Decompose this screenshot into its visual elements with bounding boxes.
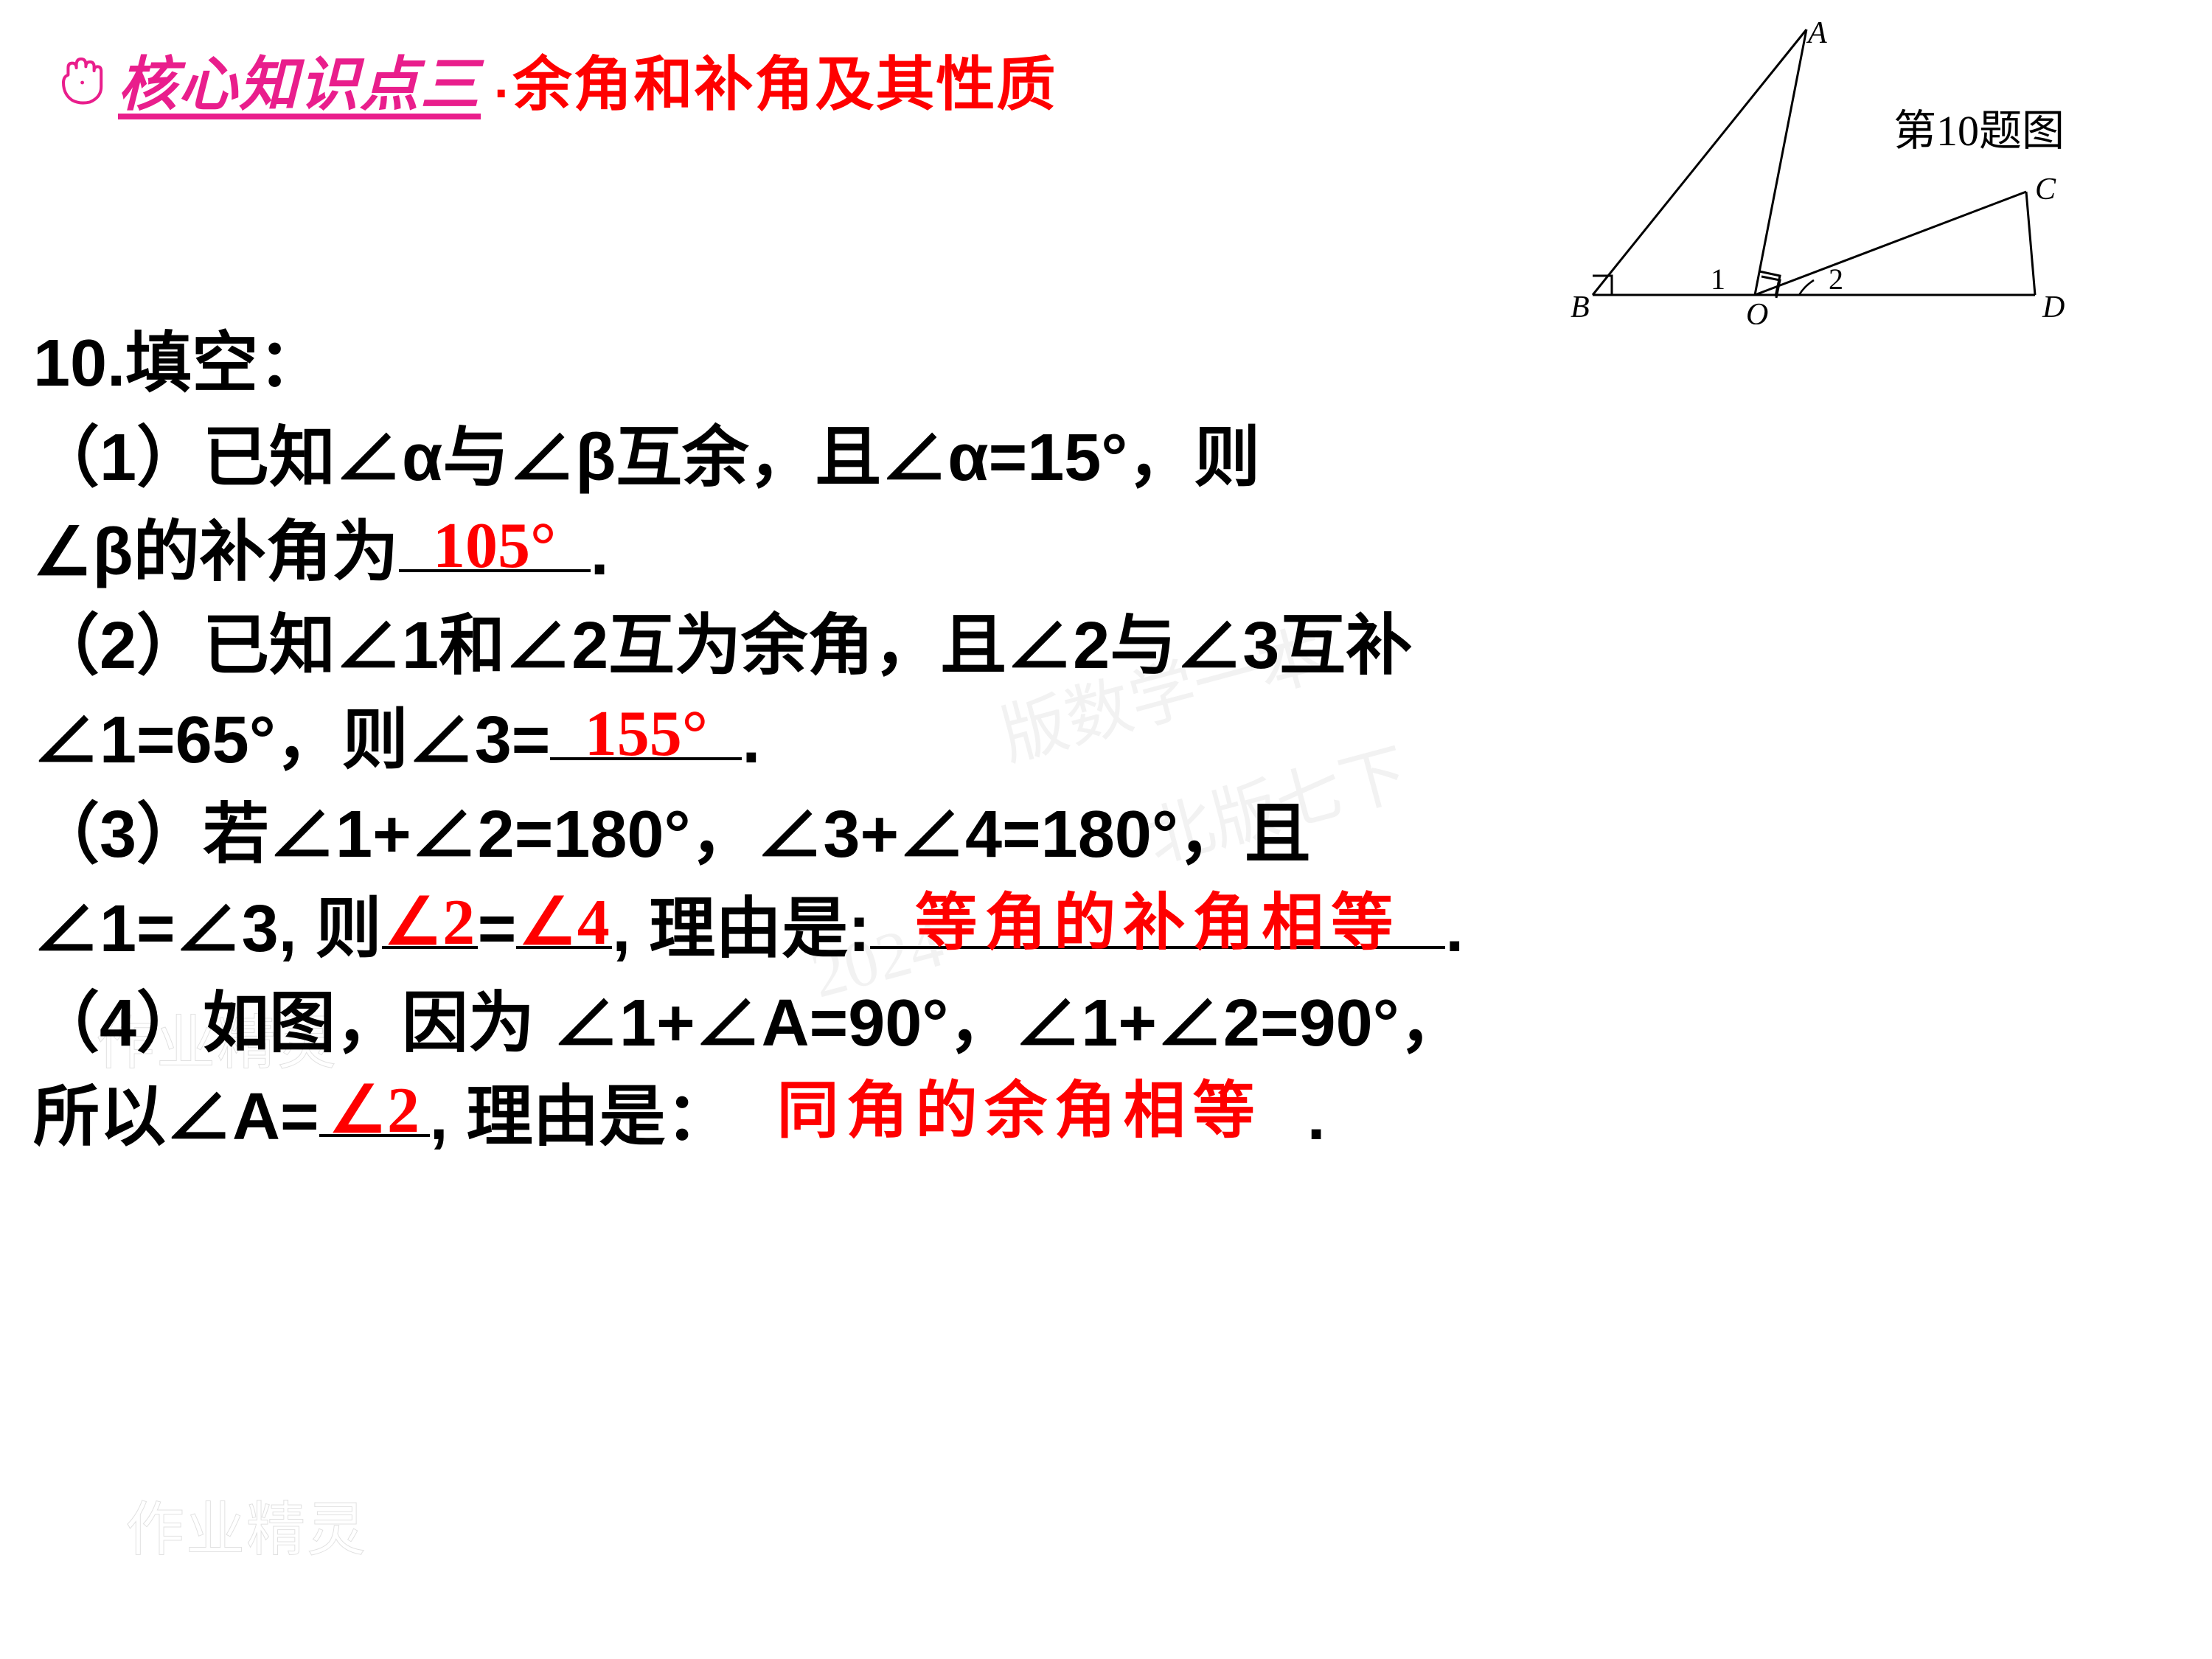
- p3-line1: （3）若∠1+∠2=180°，∠3+∠4=180°，且: [33, 788, 2179, 883]
- label-C: C: [2035, 173, 2056, 206]
- p3-post: .: [1445, 892, 1464, 966]
- p3-pre: ∠1=∠3, 则: [33, 892, 382, 966]
- p3-blank-b: ∠4: [516, 883, 612, 949]
- p3-blank-a: ∠2: [382, 883, 478, 949]
- separator-dot: .: [494, 50, 508, 109]
- p1-blank: 105°: [399, 506, 591, 572]
- p4-mid: , 理由是：: [430, 1080, 732, 1154]
- section-topic: 余角和补角及其性质: [512, 37, 1057, 122]
- p2-blank: 155°: [550, 694, 742, 760]
- geometry-diagram: A B C D O 1 2: [1563, 22, 2079, 324]
- watermark-outline: 作业精灵: [125, 1482, 367, 1568]
- p4-line1: （4）如图，因为 ∠1+∠A=90°，∠1+∠2=90°，: [33, 977, 2179, 1071]
- label-A: A: [1806, 22, 1827, 50]
- p4-ans: ∠2: [329, 1075, 420, 1147]
- p3-ans-b: ∠4: [519, 887, 610, 959]
- p1-pre: ∠β的补角为: [33, 515, 399, 589]
- p4-reason-wrap: 同角的余角相等: [732, 1071, 1307, 1137]
- p2-post: .: [742, 703, 760, 777]
- question-body: 10.填空： （1）已知∠α与∠β互余，且∠α=15°，则 ∠β的补角为105°…: [33, 317, 2179, 1165]
- p2-line1: （2）已知∠1和∠2互为余角，且∠2与∠3互补: [33, 599, 2179, 694]
- p1-post: .: [591, 515, 609, 589]
- p1-answer: 105°: [433, 510, 556, 582]
- p3-reason: 等角的补角相等: [915, 889, 1400, 958]
- p3-mid: , 理由是:: [612, 892, 870, 966]
- p1-line1: （1）已知∠α与∠β互余，且∠α=15°，则: [33, 411, 2179, 506]
- p3-blank-reason: 等角的补角相等: [870, 883, 1445, 949]
- hand-icon: [52, 50, 111, 109]
- p4-reason: 同角的余角相等: [777, 1077, 1262, 1146]
- p3-eq: =: [478, 892, 517, 966]
- label-angle2: 2: [1829, 262, 1843, 296]
- p4-pre: 所以∠A=: [33, 1080, 319, 1154]
- label-angle1: 1: [1711, 262, 1725, 296]
- q-number: 10.: [33, 327, 125, 400]
- p2-pre: ∠1=65°，则∠3=: [33, 703, 550, 777]
- p4-blank: ∠2: [319, 1071, 430, 1137]
- p2-answer: 155°: [585, 698, 708, 770]
- p4-post: .: [1307, 1080, 1326, 1154]
- p3-ans-a: ∠2: [384, 887, 475, 959]
- figure-q10: 第10题图 A B C D O 1 2: [1563, 15, 2079, 324]
- q-prompt: 填空：: [125, 327, 324, 400]
- section-header: 核心知识点三 . 余角和补角及其性质: [52, 37, 1057, 122]
- section-label: 核心知识点三: [118, 37, 481, 122]
